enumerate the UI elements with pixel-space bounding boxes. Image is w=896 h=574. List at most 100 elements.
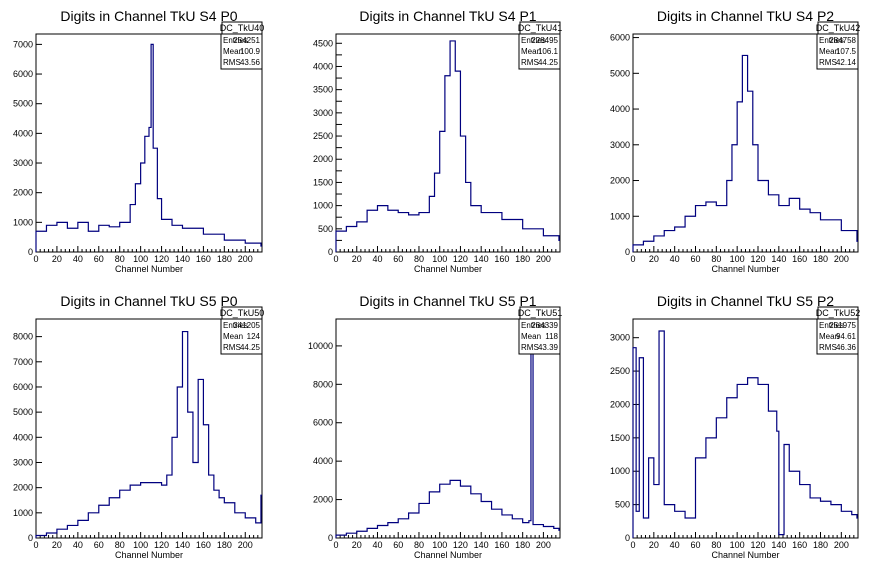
x-tick-label: 160 [792, 540, 807, 550]
x-tick-label: 80 [115, 254, 125, 264]
histogram-series [35, 43, 262, 252]
x-tick-label: 40 [372, 540, 382, 550]
x-tick-label: 100 [730, 540, 745, 550]
x-tick-label: 20 [52, 254, 62, 264]
y-tick-label: 500 [318, 224, 333, 234]
y-tick-label: 1000 [313, 201, 333, 211]
x-axis-label: Channel Number [115, 264, 183, 274]
y-tick-label: 1500 [313, 177, 333, 187]
chart-title: Digits in Channel TkU S4 P0 [60, 8, 237, 24]
histogram-panel-3: Digits in Channel TkU S4 P2 0 20 40 60 80 100 1… [610, 8, 860, 274]
x-tick-label: 180 [813, 540, 828, 550]
histogram-panel-1: Digits in Channel TkU S4 P0 0 20 40 60 80 100 1… [13, 8, 264, 274]
stats-key: RMS [521, 343, 539, 352]
stats-body [220, 33, 263, 70]
y-tick-label: 6000 [610, 33, 630, 43]
stats-key: RMS [223, 58, 241, 67]
x-tick-label: 40 [372, 254, 382, 264]
chart-title: Digits in Channel TkU S4 P2 [657, 8, 834, 24]
stats-body [220, 318, 263, 355]
x-tick-label: 40 [73, 254, 83, 264]
stats-key: Mean [521, 332, 541, 341]
y-tick-label: 5000 [13, 99, 33, 109]
x-tick-label: 140 [175, 254, 190, 264]
y-tick-label: 4000 [610, 104, 630, 114]
chart-title: Digits in Channel TkU S5 P1 [359, 293, 536, 309]
stats-key: Entries [223, 321, 248, 330]
y-tick-label: 3000 [13, 457, 33, 467]
x-tick-label: 140 [175, 540, 190, 550]
y-tick-label: 4000 [13, 432, 33, 442]
histogram-series [35, 330, 262, 538]
x-tick-label: 120 [154, 540, 169, 550]
y-tick-label: 6000 [313, 418, 333, 428]
stats-body [816, 33, 859, 70]
x-tick-label: 200 [536, 540, 551, 550]
x-tick-label: 100 [133, 540, 148, 550]
y-tick-label: 1000 [610, 211, 630, 221]
stats-value: 254251 [233, 36, 260, 45]
y-tick-label: 2000 [13, 483, 33, 493]
stats-value: 341205 [233, 321, 260, 330]
x-tick-label: 160 [494, 254, 509, 264]
histogram-panel-6: Digits in Channel TkU S5 P2 0 20 40 60 80 100 1… [610, 293, 860, 560]
x-tick-label: 60 [690, 254, 700, 264]
x-tick-label: 80 [115, 540, 125, 550]
x-tick-label: 60 [393, 254, 403, 264]
stats-key: Mean [819, 332, 839, 341]
y-tick-label: 2000 [313, 154, 333, 164]
stats-value: 100.9 [240, 47, 261, 56]
stats-value: 43.39 [538, 343, 559, 352]
y-tick-label: 4000 [13, 128, 33, 138]
stats-value: 46.36 [836, 343, 857, 352]
histogram-series [335, 40, 560, 252]
x-tick-label: 120 [453, 540, 468, 550]
x-axis-label: Channel Number [414, 264, 482, 274]
y-tick-label: 8000 [313, 379, 333, 389]
x-tick-label: 20 [649, 540, 659, 550]
x-tick-label: 0 [630, 254, 635, 264]
stats-name: DC_TkU52 [816, 308, 861, 318]
y-tick-label: 3000 [313, 108, 333, 118]
x-tick-label: 80 [711, 254, 721, 264]
y-tick-label: 3000 [610, 333, 630, 343]
x-tick-label: 160 [494, 540, 509, 550]
y-origin-label: 0 [328, 533, 333, 543]
x-tick-label: 40 [670, 540, 680, 550]
x-tick-label: 60 [393, 540, 403, 550]
stats-body [816, 318, 859, 355]
stats-key: RMS [819, 58, 837, 67]
histogram-series [335, 329, 560, 538]
x-tick-label: 0 [33, 254, 38, 264]
x-tick-label: 80 [414, 540, 424, 550]
y-tick-label: 4000 [313, 61, 333, 71]
y-tick-label: 8000 [13, 332, 33, 342]
stats-value: 42.14 [836, 58, 857, 67]
x-tick-label: 40 [670, 254, 680, 264]
y-tick-label: 3500 [313, 85, 333, 95]
chart-title: Digits in Channel TkU S5 P2 [657, 293, 834, 309]
x-tick-label: 120 [750, 540, 765, 550]
x-tick-label: 140 [474, 254, 489, 264]
histogram-panel-5: Digits in Channel TkU S5 P1 0 20 40 60 80 100 1… [308, 293, 562, 560]
x-tick-label: 180 [515, 540, 530, 550]
stats-key: RMS [819, 343, 837, 352]
stats-key: RMS [521, 58, 539, 67]
chart-title: Digits in Channel TkU S4 P1 [359, 8, 536, 24]
chart-title: Digits in Channel TkU S5 P0 [60, 293, 237, 309]
stats-value: 264339 [531, 321, 558, 330]
stats-value: 251975 [829, 321, 856, 330]
y-tick-label: 1000 [13, 217, 33, 227]
x-tick-label: 0 [333, 254, 338, 264]
x-axis-label: Channel Number [115, 550, 183, 560]
x-tick-label: 160 [792, 254, 807, 264]
x-tick-label: 0 [630, 540, 635, 550]
x-tick-label: 140 [771, 540, 786, 550]
stats-body [518, 33, 561, 70]
x-tick-label: 180 [515, 254, 530, 264]
x-tick-label: 200 [238, 540, 253, 550]
